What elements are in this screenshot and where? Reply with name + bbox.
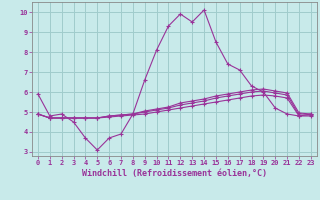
X-axis label: Windchill (Refroidissement éolien,°C): Windchill (Refroidissement éolien,°C) bbox=[82, 169, 267, 178]
